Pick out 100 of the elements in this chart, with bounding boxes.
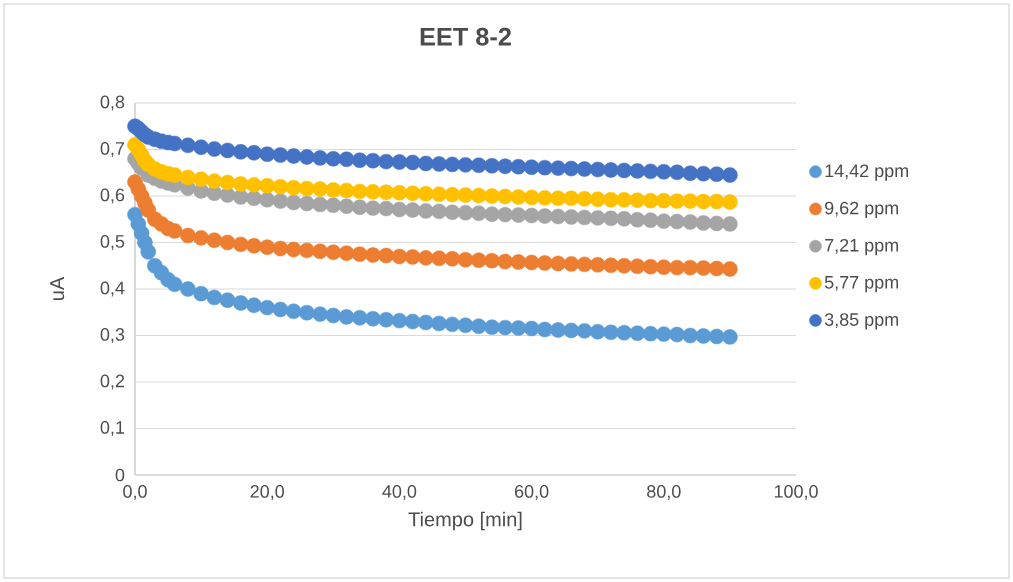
point	[272, 193, 289, 209]
point	[603, 191, 619, 208]
point	[497, 158, 513, 174]
point	[589, 210, 606, 226]
point	[312, 196, 328, 213]
point	[378, 247, 394, 264]
point	[219, 292, 236, 308]
point	[550, 208, 566, 225]
point	[352, 246, 368, 262]
point	[708, 215, 725, 232]
point	[708, 328, 725, 345]
y-tick-label: 0,8	[100, 95, 125, 111]
point	[378, 184, 394, 201]
point	[193, 171, 209, 187]
point	[391, 312, 408, 329]
point	[497, 206, 513, 223]
point	[391, 248, 408, 265]
point	[484, 188, 500, 204]
point	[576, 191, 593, 207]
point	[285, 179, 302, 196]
point	[656, 213, 672, 229]
point	[457, 317, 474, 334]
point	[365, 184, 381, 200]
point	[537, 321, 553, 338]
point	[616, 258, 632, 274]
point	[642, 325, 659, 342]
point	[457, 187, 474, 203]
point	[722, 329, 738, 345]
point	[603, 257, 619, 274]
point	[523, 320, 540, 337]
point	[470, 318, 487, 334]
point	[510, 320, 527, 336]
point	[484, 252, 500, 269]
y-tick-label: 0,4	[100, 281, 125, 297]
point	[510, 207, 527, 223]
x-tick-label: 80,0	[647, 485, 681, 500]
point	[642, 192, 659, 209]
point	[391, 185, 408, 201]
point	[470, 157, 487, 174]
point	[391, 154, 408, 170]
point	[695, 193, 712, 210]
point	[537, 208, 553, 224]
point	[589, 191, 606, 207]
point	[722, 167, 738, 183]
point	[669, 193, 685, 209]
point	[457, 251, 474, 268]
point	[537, 159, 553, 176]
legend-label: 9,62 ppm	[825, 201, 898, 218]
point	[272, 240, 289, 257]
point	[285, 194, 302, 211]
point	[563, 256, 579, 272]
x-axis-title: Tiempo [min]	[408, 511, 522, 531]
point	[312, 243, 328, 260]
point	[563, 190, 579, 207]
y-tick-label: 0,6	[100, 188, 125, 204]
point	[285, 148, 302, 164]
point	[325, 307, 342, 324]
point	[365, 247, 381, 263]
point	[285, 241, 302, 258]
point	[523, 159, 540, 175]
point	[299, 149, 315, 165]
point	[193, 285, 209, 302]
point	[616, 191, 632, 208]
point	[272, 301, 289, 318]
point	[629, 325, 646, 341]
point	[206, 141, 223, 157]
point	[444, 186, 461, 203]
point	[656, 326, 672, 342]
point	[431, 203, 447, 220]
point	[325, 151, 342, 167]
y-axis-title: uA	[50, 276, 65, 300]
point	[484, 158, 500, 174]
point	[537, 190, 553, 206]
point	[233, 144, 249, 160]
point	[444, 316, 461, 333]
y-tick-label: 0,5	[100, 235, 125, 250]
point	[510, 254, 527, 270]
point	[510, 158, 527, 175]
point	[180, 137, 196, 154]
point	[444, 204, 461, 221]
point	[497, 319, 513, 336]
point	[589, 324, 606, 340]
point	[484, 206, 500, 222]
x-tick-label: 20,0	[250, 485, 285, 500]
point	[352, 152, 368, 168]
point	[272, 178, 289, 195]
point	[708, 260, 725, 277]
point	[484, 319, 500, 335]
point	[603, 324, 619, 340]
point	[550, 322, 566, 338]
point	[563, 209, 579, 225]
point	[418, 314, 434, 331]
point	[259, 299, 275, 316]
legend-label: 5,77 ppm	[824, 276, 898, 293]
point	[325, 197, 342, 214]
point	[180, 281, 196, 297]
x-tick-label: 100,0	[774, 485, 818, 500]
point	[629, 192, 646, 208]
point	[206, 173, 223, 189]
point	[695, 215, 712, 231]
